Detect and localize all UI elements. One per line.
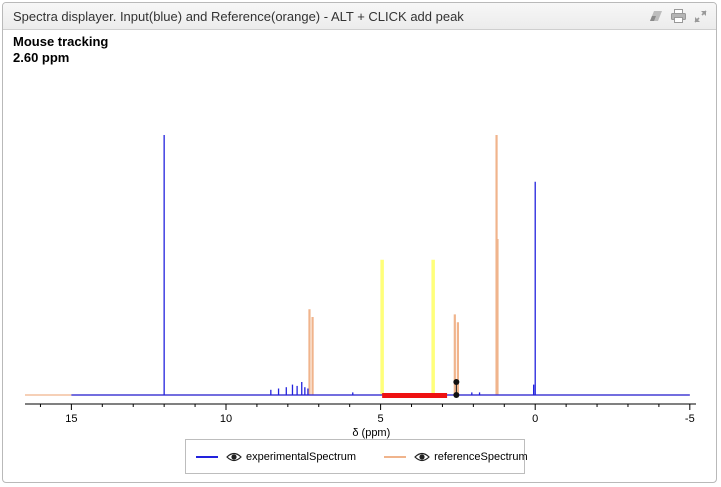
- legend-item-reference[interactable]: referenceSpectrum: [384, 451, 528, 463]
- series-experimentalSpectrum: [71, 135, 690, 396]
- chart-area[interactable]: Mouse tracking 2.60 ppm 15 10 5 0 -5 δ (ppm)…: [3, 30, 717, 483]
- series-referenceSpectrum: [25, 135, 690, 396]
- legend-label-experimental: experimentalSpectrum: [246, 450, 357, 463]
- legend-swatch-experimental: [196, 455, 218, 458]
- legend-item-experimental[interactable]: experimentalSpectrum: [196, 451, 356, 463]
- spectrum-plot[interactable]: 15 10 5 0 -5 δ (ppm): [3, 30, 717, 483]
- x-tick-label: 0: [532, 413, 538, 425]
- x-tick-label: 10: [220, 413, 232, 425]
- x-tick-label: -5: [685, 413, 695, 425]
- selected-region: [382, 393, 448, 398]
- mouse-tracking-readout: Mouse tracking 2.60 ppm: [13, 34, 108, 66]
- x-axis-title: δ (ppm): [352, 427, 390, 439]
- tracking-label: Mouse tracking: [13, 34, 109, 49]
- x-tick-label: 5: [378, 413, 384, 425]
- spectra-panel: Spectra displayer. Input(blue) and Refer…: [2, 2, 717, 483]
- print-icon[interactable]: [670, 8, 686, 24]
- eye-icon[interactable]: [226, 452, 242, 462]
- tracking-value: 2.60 ppm: [13, 50, 70, 65]
- legend-label-reference: referenceSpectrum: [434, 450, 528, 463]
- panel-title: Spectra displayer. Input(blue) and Refer…: [13, 8, 464, 24]
- panel-titlebar: Spectra displayer. Input(blue) and Refer…: [3, 3, 716, 30]
- eye-icon[interactable]: [414, 452, 430, 462]
- x-tick-label: 15: [65, 413, 77, 425]
- chart-legend: experimentalSpectrum referenceSpectrum: [185, 439, 528, 474]
- eraser-icon[interactable]: [648, 8, 664, 24]
- legend-swatch-reference: [384, 455, 407, 458]
- expand-icon[interactable]: [692, 8, 708, 24]
